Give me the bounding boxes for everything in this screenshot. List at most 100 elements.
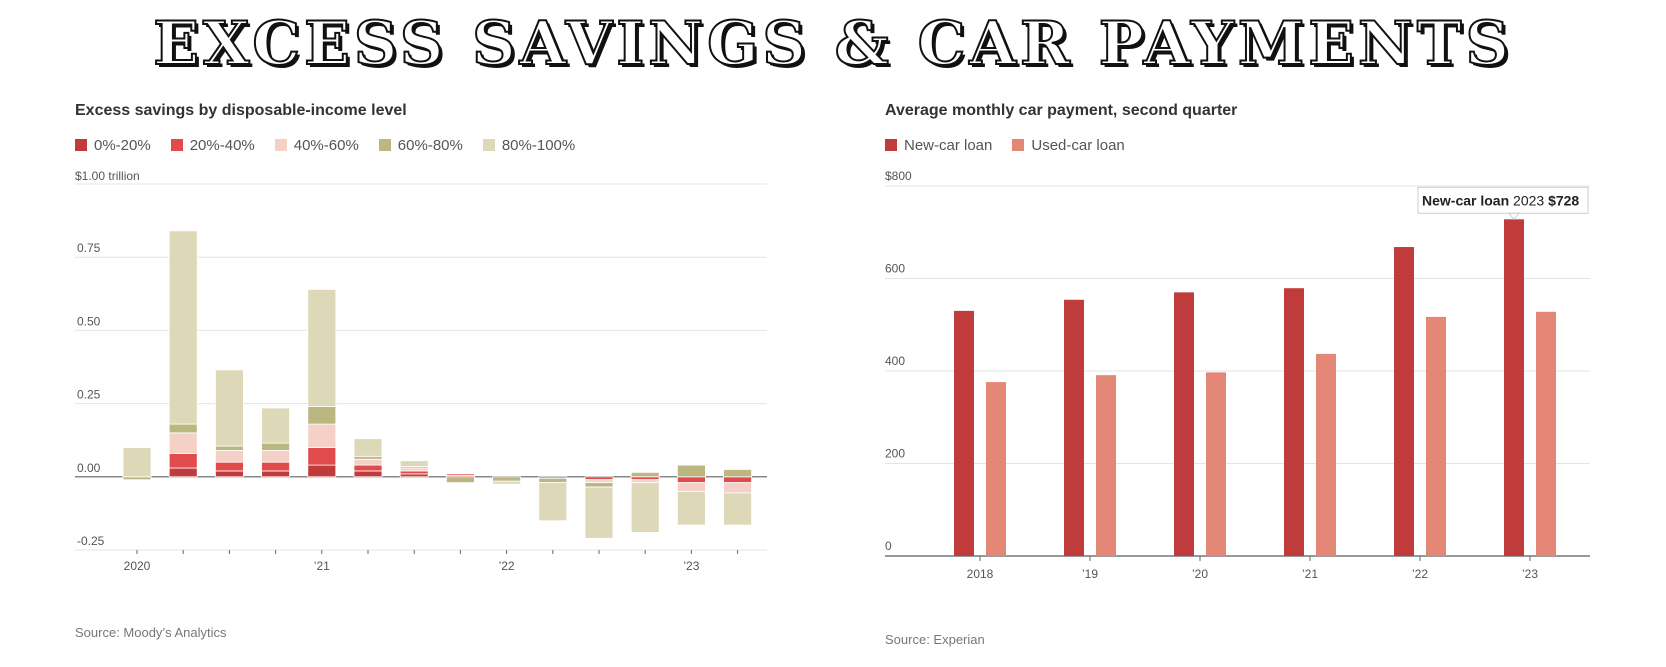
bar-segment — [723, 476, 752, 484]
excess-savings-legend-item: 60%-80% — [378, 136, 463, 154]
annotation-series: New-car loan — [1422, 192, 1513, 208]
excess-savings-legend-label: 40%-60% — [293, 136, 359, 154]
bar-segment — [214, 450, 244, 463]
bar-segment — [261, 470, 291, 478]
bar-segment — [399, 467, 429, 472]
y-axis-top-label: $1.00 trillion — [75, 169, 140, 183]
y-tick-label: -0.25 — [77, 534, 105, 548]
car-payment-legend-item: New-car loan — [885, 137, 992, 154]
car-payment-legend-label: Used-car loan — [1031, 136, 1125, 154]
x-tick-label: ’22 — [499, 559, 515, 573]
new-car-bar — [1174, 292, 1194, 556]
car-payment-legend-label: New-car loan — [904, 136, 993, 154]
x-tick-label: ’20 — [1192, 567, 1208, 581]
x-tick-label: 2018 — [967, 567, 994, 581]
bar-segment — [353, 458, 383, 466]
car-payment-legend-swatch — [885, 139, 897, 151]
bar-segment — [538, 477, 568, 484]
excess-savings-legend-item: 0%-20% — [75, 137, 151, 154]
used-car-bar — [1426, 316, 1446, 556]
used-car-bar — [1206, 372, 1226, 556]
bar-segment — [261, 407, 291, 444]
bar-segment — [214, 470, 244, 478]
car-payment-legend: New-car loan Used-car loan — [885, 134, 1645, 156]
y-tick-label: 0 — [885, 539, 892, 553]
bar-segment — [353, 464, 383, 472]
bar-segment — [677, 491, 706, 526]
y-tick-label: 0.75 — [77, 241, 101, 255]
bar-segment — [307, 289, 337, 407]
bar-segment — [307, 447, 337, 466]
excess-savings-chart: $1.00 trillion 0.75 0.50 0.25 0.00 -0.25 2020 ’… — [75, 169, 767, 573]
excess-savings-legend-label: 20%-40% — [189, 136, 255, 154]
car-payment-panel: Average monthly car payment, second quar… — [885, 100, 1645, 660]
excess-savings-legend-label: 60%-80% — [397, 136, 463, 154]
excess-savings-source: Source: Moody’s Analytics — [75, 625, 227, 640]
new-car-bar — [954, 310, 974, 556]
bar-segment — [630, 482, 660, 533]
x-tick-label: ’22 — [1412, 567, 1428, 581]
bar-segment — [214, 369, 244, 447]
bar-segment — [122, 447, 152, 478]
bar-segment — [492, 476, 522, 482]
car-payment-chart: $800 600 400 200 0 2018 ’19 ’20 ’21 ’22 ’23 New-car… — [885, 169, 1590, 581]
bar-segment — [584, 479, 614, 484]
y-tick-label: $800 — [885, 169, 912, 183]
bar-segment — [168, 432, 198, 454]
annotation-year: 2023 — [1513, 192, 1548, 208]
y-tick-label: 0.00 — [77, 461, 101, 475]
bar-segment — [445, 473, 475, 476]
bar-segment — [445, 476, 475, 484]
used-car-bar — [1536, 311, 1556, 556]
bar-segment — [168, 423, 198, 434]
excess-savings-legend-swatch — [75, 139, 87, 151]
bar-segment — [584, 476, 614, 481]
x-tick-label: ’23 — [1522, 567, 1538, 581]
x-tick-label: 2020 — [124, 559, 151, 573]
y-tick-label: 0.50 — [77, 314, 101, 328]
new-car-bar — [1064, 299, 1084, 556]
bar-segment — [584, 482, 614, 488]
x-tick-label: ’19 — [1082, 567, 1098, 581]
excess-savings-legend-swatch — [274, 139, 287, 151]
bar-segment — [723, 469, 752, 478]
bar-segment — [723, 482, 752, 494]
x-tick-label: ’21 — [1302, 567, 1318, 581]
bar-segment — [307, 464, 337, 478]
page-title: EXCESS SAVINGS & CAR PAYMENTS — [152, 8, 1513, 80]
bar-segment — [584, 486, 614, 539]
y-tick-label: 600 — [885, 262, 905, 276]
bar-segment — [630, 479, 660, 484]
annotation-pointer — [1507, 212, 1521, 221]
excess-savings-legend-item: 40%-60% — [274, 136, 359, 154]
excess-savings-chart-title: Excess savings by disposable-income leve… — [75, 102, 407, 119]
bar-segment — [677, 482, 706, 492]
bar-segment — [261, 461, 291, 472]
new-car-bar — [1504, 219, 1524, 557]
bar-segment — [353, 470, 383, 478]
bar-segment — [630, 476, 660, 481]
y-tick-label: 0.25 — [77, 388, 101, 402]
bar-segment — [538, 482, 568, 522]
bar-segment — [214, 445, 244, 451]
x-tick-label: ’21 — [314, 559, 330, 573]
excess-savings-legend-label: 0%-20% — [94, 136, 151, 154]
bar-segment — [261, 450, 291, 463]
bar-segment — [168, 230, 198, 425]
annotation-box — [1417, 186, 1589, 214]
bar-segment — [168, 467, 198, 478]
y-tick-label: 400 — [885, 354, 905, 368]
bar-segment — [399, 460, 429, 467]
excess-savings-legend-label: 80%-100% — [501, 136, 576, 154]
bar-segment — [677, 476, 706, 484]
car-payment-chart-title: Average monthly car payment, second quar… — [885, 102, 1238, 119]
car-payment-legend-swatch — [1012, 139, 1025, 151]
bar-segment — [677, 464, 706, 478]
excess-savings-legend-swatch — [482, 139, 495, 151]
excess-savings-legend-swatch — [378, 139, 391, 151]
bar-segment — [630, 472, 660, 478]
used-car-bar — [1096, 375, 1116, 556]
excess-savings-legend-item: 20%-40% — [170, 136, 255, 154]
new-car-bar — [1284, 288, 1304, 556]
new-car-bar — [1394, 247, 1414, 557]
